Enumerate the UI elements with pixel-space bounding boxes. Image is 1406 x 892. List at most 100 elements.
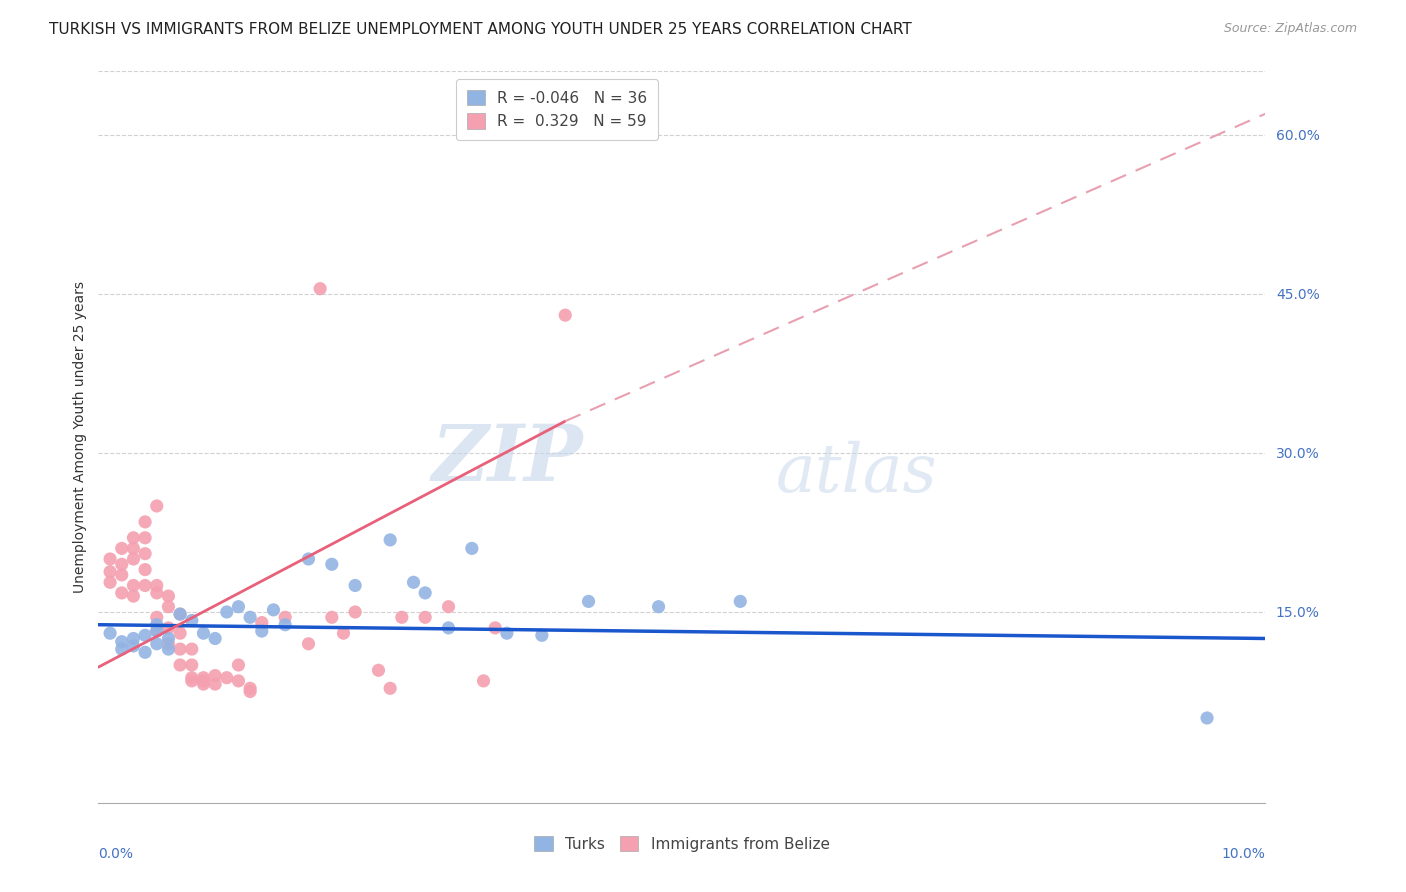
Point — [193, 677, 215, 691]
Point — [180, 642, 202, 657]
Point — [180, 614, 202, 628]
Point — [496, 626, 519, 640]
Point — [134, 578, 156, 592]
Point — [228, 599, 250, 614]
Point — [180, 671, 202, 685]
Point — [332, 626, 354, 640]
Point — [98, 565, 121, 579]
Point — [146, 637, 169, 651]
Point — [111, 634, 134, 648]
Point — [122, 531, 145, 545]
Point — [122, 639, 145, 653]
Point — [122, 578, 145, 592]
Point — [297, 552, 319, 566]
Point — [169, 642, 191, 657]
Text: TURKISH VS IMMIGRANTS FROM BELIZE UNEMPLOYMENT AMONG YOUTH UNDER 25 YEARS CORREL: TURKISH VS IMMIGRANTS FROM BELIZE UNEMPL… — [49, 22, 912, 37]
Point — [344, 605, 367, 619]
Point — [437, 621, 460, 635]
Point — [554, 308, 576, 322]
Point — [344, 578, 367, 592]
Point — [321, 558, 343, 572]
Point — [578, 594, 600, 608]
Point — [228, 658, 250, 673]
Text: 0.0%: 0.0% — [98, 847, 134, 861]
Point — [250, 624, 273, 638]
Point — [239, 684, 262, 698]
Point — [134, 645, 156, 659]
Point — [169, 626, 191, 640]
Point — [274, 610, 297, 624]
Legend: Turks, Immigrants from Belize: Turks, Immigrants from Belize — [524, 827, 839, 861]
Point — [262, 603, 284, 617]
Point — [111, 642, 134, 657]
Point — [122, 552, 145, 566]
Text: 10.0%: 10.0% — [1222, 847, 1265, 861]
Point — [204, 632, 226, 646]
Point — [134, 547, 156, 561]
Point — [391, 610, 413, 624]
Point — [215, 671, 238, 685]
Point — [413, 586, 436, 600]
Point — [157, 599, 180, 614]
Point — [122, 541, 145, 556]
Point — [484, 621, 506, 635]
Point — [297, 637, 319, 651]
Point — [180, 673, 202, 688]
Point — [367, 663, 389, 677]
Point — [146, 624, 169, 638]
Point — [146, 624, 169, 638]
Point — [134, 628, 156, 642]
Point — [111, 586, 134, 600]
Point — [204, 668, 226, 682]
Point — [239, 681, 262, 696]
Point — [250, 615, 273, 630]
Point — [122, 589, 145, 603]
Point — [530, 628, 553, 642]
Point — [157, 632, 180, 646]
Point — [111, 567, 134, 582]
Point — [215, 605, 238, 619]
Point — [461, 541, 484, 556]
Point — [111, 558, 134, 572]
Point — [169, 658, 191, 673]
Point — [472, 673, 495, 688]
Point — [98, 552, 121, 566]
Point — [146, 586, 169, 600]
Point — [193, 671, 215, 685]
Point — [193, 626, 215, 640]
Point — [146, 499, 169, 513]
Point — [98, 626, 121, 640]
Text: Source: ZipAtlas.com: Source: ZipAtlas.com — [1223, 22, 1357, 36]
Point — [730, 594, 752, 608]
Point — [122, 632, 145, 646]
Point — [146, 578, 169, 592]
Point — [111, 541, 134, 556]
Point — [437, 599, 460, 614]
Point — [146, 610, 169, 624]
Point — [134, 515, 156, 529]
Point — [309, 282, 332, 296]
Text: atlas: atlas — [775, 441, 936, 507]
Point — [134, 531, 156, 545]
Point — [157, 642, 180, 657]
Point — [239, 610, 262, 624]
Point — [402, 575, 425, 590]
Point — [146, 617, 169, 632]
Point — [647, 599, 669, 614]
Point — [98, 575, 121, 590]
Point — [157, 621, 180, 635]
Point — [321, 610, 343, 624]
Point — [380, 533, 402, 547]
Point — [274, 617, 297, 632]
Point — [157, 637, 180, 651]
Point — [134, 563, 156, 577]
Point — [169, 607, 191, 621]
Point — [157, 589, 180, 603]
Point — [180, 658, 202, 673]
Point — [193, 673, 215, 688]
Point — [204, 677, 226, 691]
Point — [1195, 711, 1218, 725]
Point — [228, 673, 250, 688]
Point — [380, 681, 402, 696]
Point — [169, 607, 191, 621]
